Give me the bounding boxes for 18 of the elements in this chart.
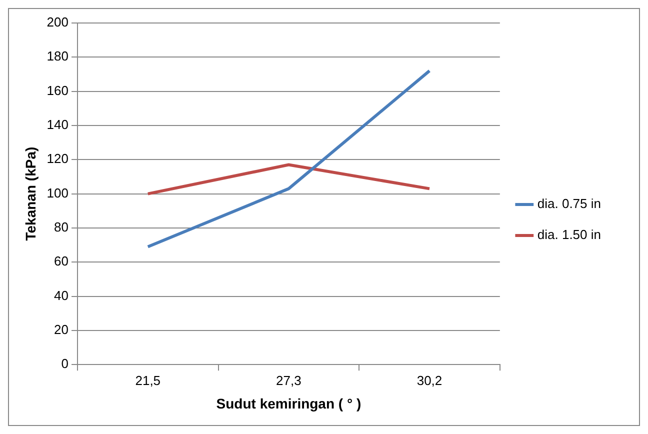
x-tick-label: 27,3 xyxy=(276,372,302,388)
y-axis-title: Tekanan (kPa) xyxy=(22,146,38,241)
y-tick-label: 160 xyxy=(46,82,68,98)
x-tick-label: 21,5 xyxy=(135,372,161,388)
x-axis-title: Sudut kemiringan ( ° ) xyxy=(216,395,362,412)
y-tick-label: 60 xyxy=(54,254,68,269)
y-tick-label: 140 xyxy=(46,117,68,132)
y-tick-label: 80 xyxy=(54,220,68,235)
y-tick-label: 100 xyxy=(46,185,68,200)
y-tick-label: 40 xyxy=(54,288,68,303)
y-tick-label: 0 xyxy=(61,356,68,372)
legend-label: dia. 1.50 in xyxy=(537,227,602,242)
y-tick-label: 180 xyxy=(46,48,68,64)
y-tick-label: 200 xyxy=(46,14,68,30)
y-tick-label: 20 xyxy=(54,322,68,338)
y-tick-label: 120 xyxy=(46,151,68,166)
x-tick-label: 30,2 xyxy=(416,372,442,388)
legend-label: dia. 0.75 in xyxy=(537,196,602,212)
